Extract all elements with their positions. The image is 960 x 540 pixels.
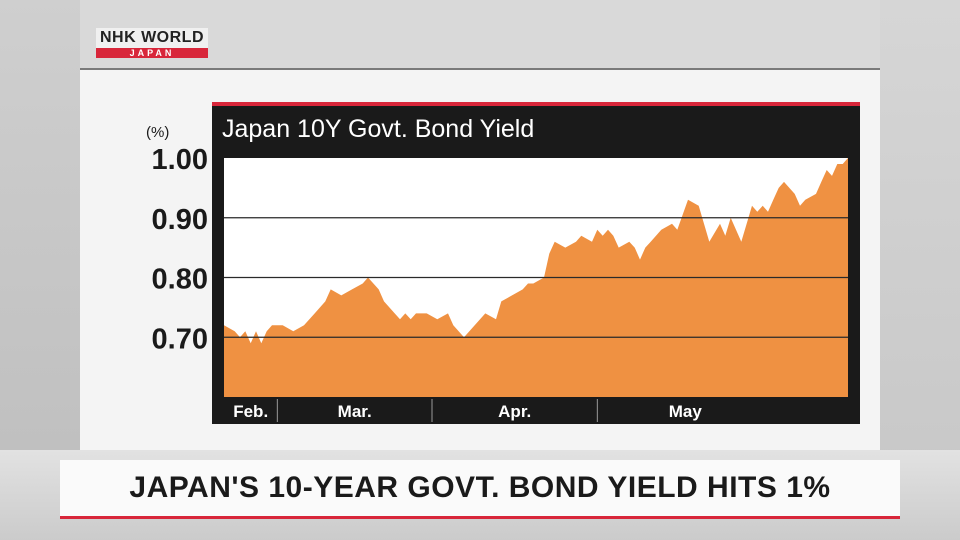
chart-title: Japan 10Y Govt. Bond Yield bbox=[222, 115, 534, 143]
y-tick-label: 1.00 bbox=[152, 144, 208, 176]
chart-top-accent bbox=[212, 102, 860, 106]
y-axis-ticks: 1.00 0.90 0.80 0.70 bbox=[152, 144, 208, 355]
x-tick-label: Apr. bbox=[498, 402, 531, 421]
x-tick-label: May bbox=[669, 402, 703, 421]
logo-main-text: NHK WORLD bbox=[96, 28, 208, 48]
y-tick-label: 0.80 bbox=[152, 264, 208, 296]
y-axis-unit-label: (%) bbox=[146, 124, 169, 141]
headline-text: JAPAN'S 10-YEAR GOVT. BOND YIELD HITS 1% bbox=[129, 471, 831, 504]
x-tick-label: Feb. bbox=[233, 402, 268, 421]
y-tick-label: 0.70 bbox=[152, 323, 208, 355]
headline-bar: JAPAN'S 10-YEAR GOVT. BOND YIELD HITS 1% bbox=[60, 460, 900, 519]
grid-lines bbox=[224, 217, 848, 338]
x-axis: Feb. Mar. Apr. May bbox=[233, 399, 702, 422]
y-tick-label: 0.90 bbox=[152, 204, 208, 236]
chart-title-bar bbox=[212, 106, 860, 148]
logo-sub-text: JAPAN bbox=[96, 48, 208, 58]
x-tick-label: Mar. bbox=[338, 402, 372, 421]
nhk-world-logo: NHK WORLD JAPAN bbox=[96, 28, 208, 58]
